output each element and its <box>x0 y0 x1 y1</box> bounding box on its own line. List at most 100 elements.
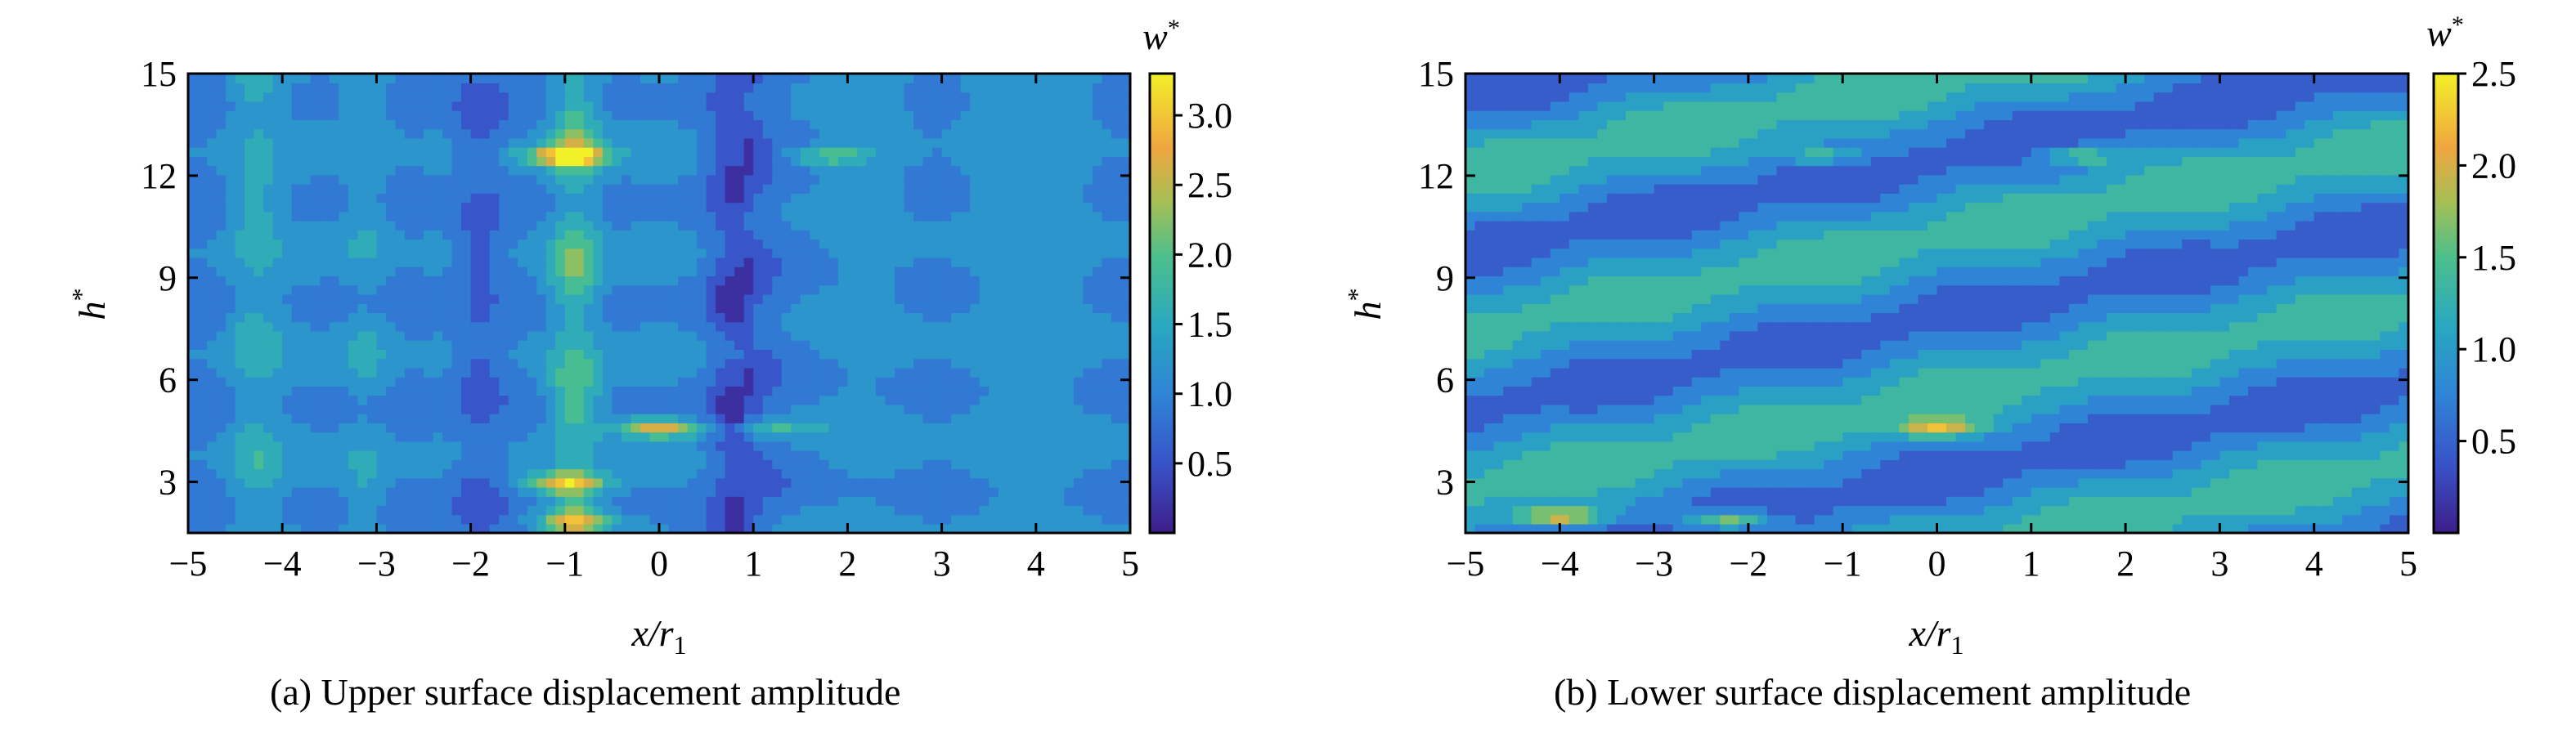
heat-cell <box>555 248 565 258</box>
heat-cell <box>461 303 471 313</box>
heat-cell <box>1111 496 1121 506</box>
heat-cell <box>245 74 254 83</box>
heat-cell <box>376 101 386 111</box>
heat-cell <box>866 478 876 488</box>
heat-cell <box>734 505 744 515</box>
heat-cell <box>838 128 848 138</box>
heat-cell <box>1045 395 1055 405</box>
heat-cell <box>1045 101 1055 111</box>
heat-cell <box>1102 239 1111 248</box>
heat-cell <box>254 496 264 506</box>
heat-cell <box>217 165 227 175</box>
heat-cell <box>452 74 462 83</box>
heat-cell <box>348 405 358 414</box>
heat-cell <box>217 92 227 101</box>
heat-cell <box>433 349 443 359</box>
heat-cell <box>536 450 546 460</box>
heat-cell <box>584 74 594 83</box>
heat-cell <box>876 395 886 405</box>
heat-cell <box>461 128 471 138</box>
heat-cell <box>942 303 952 313</box>
heat-cell <box>395 202 405 212</box>
heat-cell <box>217 230 227 239</box>
heat-cell <box>678 221 688 230</box>
heat-cell <box>707 340 716 350</box>
heat-cell <box>688 432 698 441</box>
heat-cell <box>631 377 640 387</box>
heat-cell <box>659 248 669 258</box>
heat-cell <box>527 193 537 203</box>
heat-cell <box>536 321 546 331</box>
heat-cell <box>697 340 707 350</box>
heat-cell <box>810 239 819 248</box>
heat-cell <box>649 303 659 313</box>
heat-cell <box>791 349 801 359</box>
heat-cell <box>622 92 631 101</box>
heat-cell <box>414 487 424 497</box>
heat-cell <box>1008 303 1017 313</box>
heat-cell <box>1102 487 1111 497</box>
heat-cell <box>989 92 999 101</box>
heat-cell <box>273 175 283 185</box>
heat-cell <box>999 230 1008 239</box>
heat-cell <box>330 414 339 423</box>
heat-cell <box>1017 193 1027 203</box>
heat-cell <box>659 184 669 194</box>
heat-cell <box>1017 468 1027 478</box>
heat-cell <box>282 368 292 378</box>
heat-cell <box>725 377 735 387</box>
heat-cell <box>1045 459 1055 469</box>
heat-cell <box>452 165 462 175</box>
heat-cell <box>678 505 688 515</box>
heat-cell <box>188 193 198 203</box>
heat-cell <box>970 193 980 203</box>
heat-cell <box>245 349 254 359</box>
heat-cell <box>640 248 650 258</box>
heat-cell <box>509 138 518 148</box>
heat-cell <box>716 248 725 258</box>
heat-cell <box>876 248 886 258</box>
heat-cell <box>1036 395 1046 405</box>
heat-cell <box>348 303 358 313</box>
heat-cell <box>536 358 546 368</box>
heat-cell <box>452 368 462 378</box>
heat-cell <box>490 386 500 396</box>
heat-cell <box>593 515 603 525</box>
heat-cell <box>744 478 754 488</box>
heat-cell <box>951 193 961 203</box>
heat-cell <box>263 478 273 488</box>
heat-cell <box>697 368 707 378</box>
heat-cell <box>188 395 198 405</box>
heat-cell <box>1045 331 1055 341</box>
heat-cell <box>282 110 292 120</box>
heat-cell <box>1026 515 1036 525</box>
heat-cell <box>763 202 773 212</box>
heat-cell <box>1093 119 1102 129</box>
heat-cell <box>188 377 198 387</box>
heat-cell <box>744 377 754 387</box>
heat-cell <box>565 515 575 525</box>
heat-cell <box>301 496 311 506</box>
heat-cell <box>461 423 471 432</box>
heat-cell <box>866 496 876 506</box>
heat-cell <box>311 496 321 506</box>
heat-cell <box>546 294 556 304</box>
heat-cell <box>772 83 782 92</box>
heat-cell <box>509 487 518 497</box>
heat-cell <box>697 312 707 322</box>
heat-cell <box>659 303 669 313</box>
heat-cell <box>320 303 330 313</box>
heat-cell <box>536 487 546 497</box>
heat-cell <box>442 312 452 322</box>
heat-cell <box>876 405 886 414</box>
heat-cell <box>1036 212 1046 222</box>
heat-cell <box>913 156 923 166</box>
heat-cell <box>819 312 829 322</box>
heat-cell <box>1008 294 1017 304</box>
heat-cell <box>348 414 358 423</box>
heat-cell <box>584 285 594 295</box>
heat-cell <box>1102 110 1111 120</box>
heat-cell <box>895 101 904 111</box>
heat-cell <box>386 175 396 185</box>
heat-cell <box>772 441 782 451</box>
